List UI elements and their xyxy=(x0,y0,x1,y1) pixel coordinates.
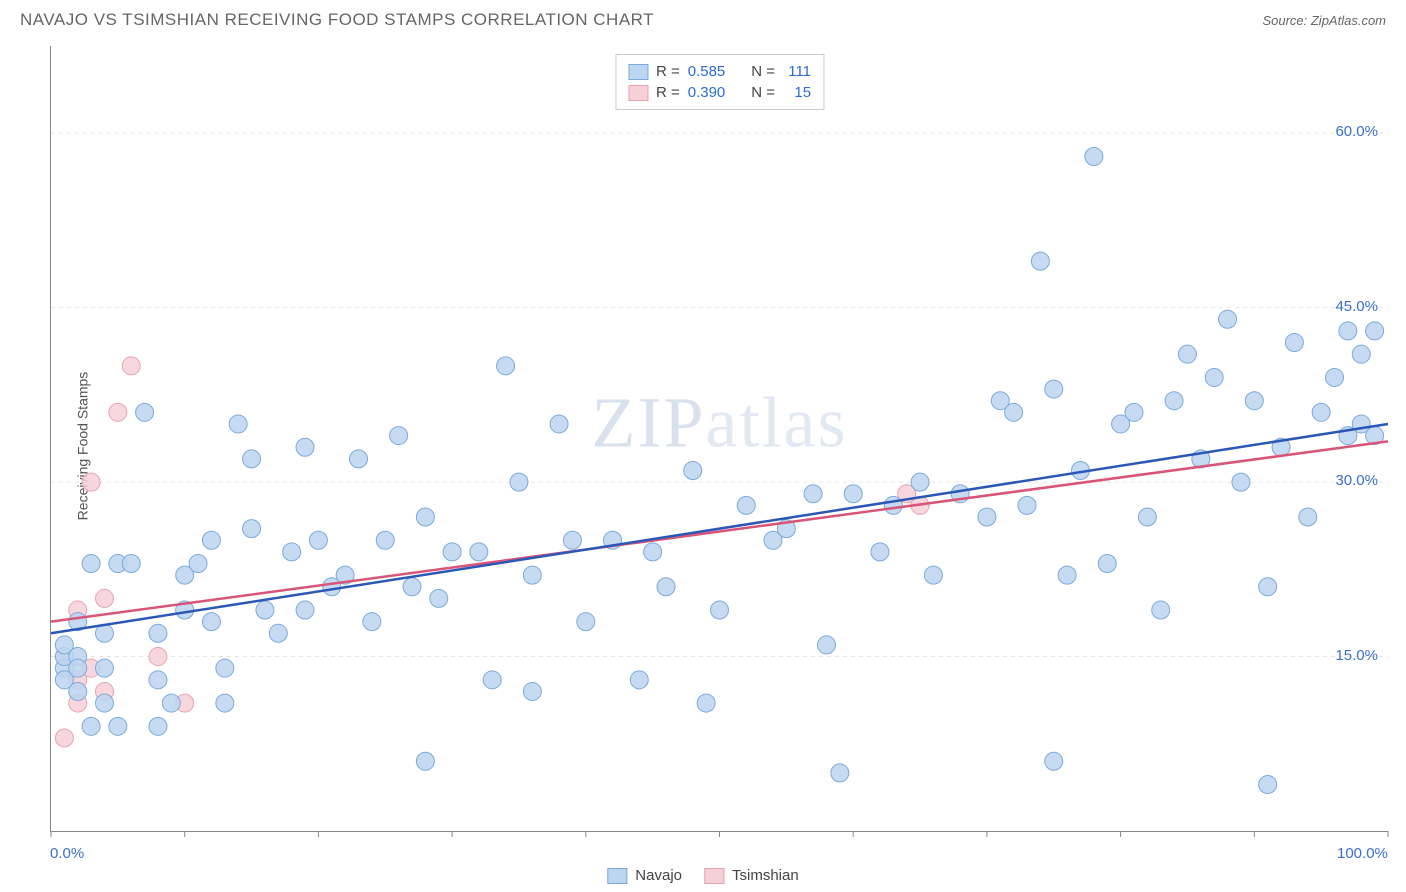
y-tick-label: 45.0% xyxy=(1335,298,1378,315)
legend-swatch xyxy=(704,868,724,884)
scatter-svg xyxy=(51,46,1388,831)
legend-series: Navajo Tsimshian xyxy=(607,867,798,884)
legend-series-item: Tsimshian xyxy=(704,867,799,884)
legend-correlation: R = 0.585 N = 111 R = 0.390 N = 15 xyxy=(615,54,824,110)
legend-swatch xyxy=(607,868,627,884)
legend-n-value: 15 xyxy=(783,84,811,101)
x-tick-label: 0.0% xyxy=(50,845,84,862)
legend-n-label: N = xyxy=(751,84,775,101)
legend-r-label: R = xyxy=(656,63,680,80)
source-label: Source: ZipAtlas.com xyxy=(1262,13,1386,28)
plot-area: ZIPatlas R =0.585N =111R =0.390N =15 15.… xyxy=(50,46,1388,832)
legend-series-label: Navajo xyxy=(635,867,682,884)
legend-n-value: 111 xyxy=(783,63,811,80)
x-tick-label: 100.0% xyxy=(1337,845,1388,862)
y-tick-label: 15.0% xyxy=(1335,647,1378,664)
legend-swatch xyxy=(628,85,648,101)
y-tick-label: 60.0% xyxy=(1335,123,1378,140)
legend-n-label: N = xyxy=(751,63,775,80)
y-tick-label: 30.0% xyxy=(1335,472,1378,489)
legend-row: R = 0.585 N = 111 xyxy=(628,61,811,82)
legend-series-item: Navajo xyxy=(607,867,682,884)
legend-r-value: 0.390 xyxy=(688,84,726,101)
legend-r-label: R = xyxy=(656,84,680,101)
chart-title: NAVAJO VS TSIMSHIAN RECEIVING FOOD STAMP… xyxy=(20,10,654,30)
legend-series-label: Tsimshian xyxy=(732,867,799,884)
legend-row: R = 0.390 N = 15 xyxy=(628,82,811,103)
legend-r-value: 0.585 xyxy=(688,63,726,80)
legend-swatch xyxy=(628,64,648,80)
